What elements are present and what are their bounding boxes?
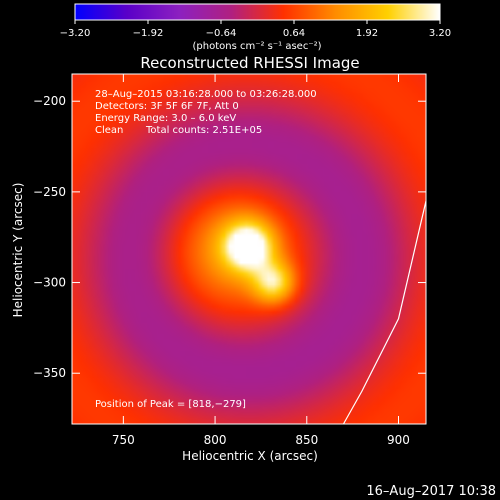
colorbar: [74, 3, 441, 21]
axis-ticks: 750 800 850 900 −200 −250 −300 −350: [33, 74, 426, 447]
date-stamp: 16–Aug–2017 10:38: [366, 484, 496, 499]
colorbar-tick-label: −1.92: [133, 28, 164, 39]
plot-area: [71, 73, 427, 425]
colorbar-tick-label: −3.20: [60, 28, 91, 39]
annotation-block: 28–Aug–2015 03:16:28.000 to 03:26:28.000…: [95, 89, 317, 410]
y-tick-label: −300: [33, 276, 66, 290]
x-tick-label: 900: [387, 433, 410, 447]
annotation-total-counts: Total counts: 2.51E+05: [145, 125, 262, 136]
colorbar-tick-label: 3.20: [429, 28, 451, 39]
x-tick-label: 800: [204, 433, 227, 447]
colorbar-tick-label: 0.64: [283, 28, 305, 39]
colorbar-units-label: (photons cm⁻² s⁻¹ asec⁻²): [192, 41, 321, 52]
annotation-energy-range: Energy Range: 3.0 – 6.0 keV: [95, 113, 236, 124]
y-tick-label: −350: [33, 366, 66, 380]
x-tick-label: 850: [295, 433, 318, 447]
y-tick-label: −200: [33, 94, 66, 108]
x-tick-label: 750: [112, 433, 135, 447]
peak-position-label: Position of Peak = [818,−279]: [95, 399, 246, 410]
heatmap-image: [72, 74, 426, 424]
colorbar-tick-label: 1.92: [356, 28, 378, 39]
solar-limb-line: [342, 200, 427, 425]
colorbar-tick-label: −0.64: [206, 28, 237, 39]
y-tick-label: −250: [33, 185, 66, 199]
annotation-detectors: Detectors: 3F 5F 6F 7F, Att 0: [95, 101, 239, 112]
x-axis-label: Heliocentric X (arcsec): [182, 449, 318, 463]
colorbar-ticks: −3.20 −1.92 −0.64 0.64 1.92 3.20: [60, 20, 451, 39]
y-axis-label: Heliocentric Y (arcsec): [11, 183, 25, 318]
annotation-method: Clean: [95, 125, 123, 136]
plot-frame: [71, 73, 427, 425]
chart-title: Reconstructed RHESSI Image: [140, 54, 359, 72]
annotation-time-range: 28–Aug–2015 03:16:28.000 to 03:26:28.000: [95, 89, 317, 100]
